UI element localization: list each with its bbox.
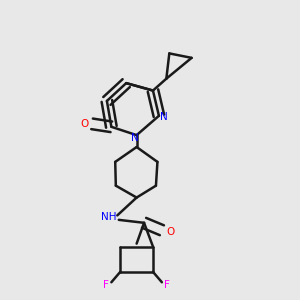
Text: F: F: [103, 280, 109, 290]
Text: N: N: [131, 133, 139, 143]
Text: O: O: [80, 119, 89, 129]
Text: NH: NH: [100, 212, 116, 222]
Text: N: N: [160, 112, 168, 122]
Text: O: O: [166, 227, 174, 237]
Text: F: F: [164, 280, 170, 290]
